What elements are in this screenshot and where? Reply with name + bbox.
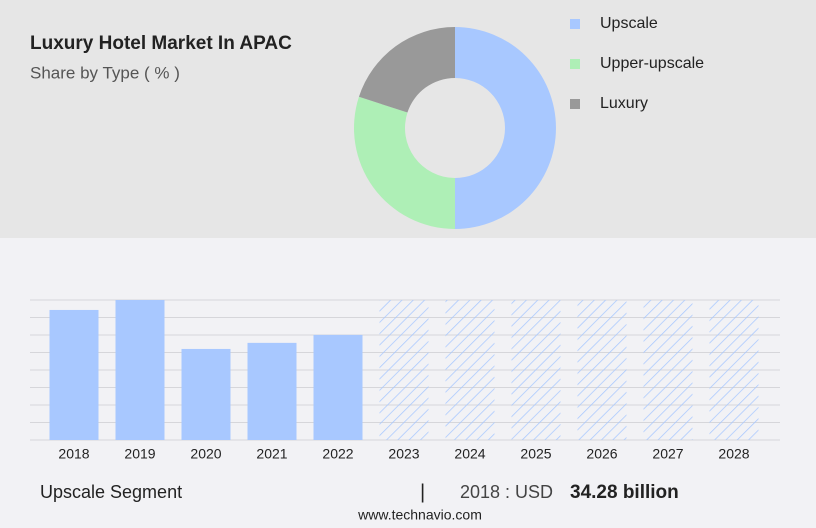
x-tick-label: 2020: [190, 446, 221, 462]
x-tick-label: 2021: [256, 446, 287, 462]
legend-swatch: [570, 19, 580, 29]
x-tick-label: 2028: [718, 446, 749, 462]
year-label: 2018 : USD: [460, 482, 553, 502]
segment-label: Upscale Segment: [40, 482, 182, 502]
forecast-placeholder: [577, 300, 627, 440]
chart-title: Luxury Hotel Market In APAC: [30, 33, 292, 54]
x-tick-label: 2018: [58, 446, 89, 462]
legend-label: Upper-upscale: [600, 55, 704, 72]
x-tick-label: 2026: [586, 446, 617, 462]
x-tick-label: 2024: [454, 446, 485, 462]
x-tick-label: 2019: [124, 446, 155, 462]
legend-swatch: [570, 59, 580, 69]
donut-slice: [455, 27, 556, 229]
legend-label: Luxury: [600, 95, 648, 112]
donut-slice: [353, 96, 455, 230]
bar: [313, 334, 363, 440]
value-label: 34.28 billion: [570, 482, 679, 503]
forecast-placeholder: [709, 300, 759, 440]
bar: [247, 342, 297, 440]
separator: |: [420, 481, 425, 503]
forecast-placeholder: [511, 300, 561, 440]
forecast-placeholder: [643, 300, 693, 440]
legend-swatch: [570, 99, 580, 109]
bar: [181, 348, 231, 440]
x-tick-label: 2023: [388, 446, 419, 462]
forecast-placeholder: [445, 300, 495, 440]
bar: [115, 300, 165, 440]
legend-label: Upscale: [600, 15, 658, 32]
source: www.technavio.com: [357, 507, 482, 523]
x-tick-label: 2025: [520, 446, 551, 462]
x-tick-label: 2022: [322, 446, 353, 462]
donut-slice: [358, 27, 455, 113]
forecast-placeholder: [379, 300, 429, 440]
bar: [49, 309, 99, 440]
x-tick-label: 2027: [652, 446, 683, 462]
chart-subtitle: Share by Type ( % ): [30, 63, 180, 82]
